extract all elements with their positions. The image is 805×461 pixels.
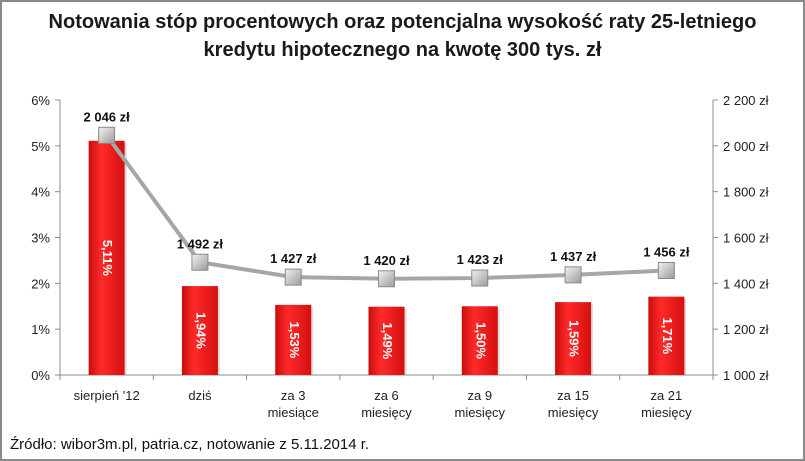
line-value-label: 1 492 zł — [177, 236, 224, 251]
bar — [555, 302, 592, 375]
line-marker — [564, 266, 582, 284]
bar — [88, 140, 125, 375]
line-value-label: 1 427 zł — [270, 251, 317, 266]
bar-value-label: 1,71% — [660, 317, 675, 354]
x-category-label: sierpień '12 — [74, 388, 140, 403]
line-marker — [471, 269, 489, 287]
x-category-label: za 9 miesięcy — [454, 388, 505, 420]
chart-title: Notowania stóp procentowych oraz potencj… — [0, 8, 805, 64]
x-category-label: za 21 miesięcy — [641, 388, 692, 420]
y-right-tick-label: 1 800 zł — [723, 185, 769, 200]
y-right-tick-label: 1 400 zł — [723, 276, 769, 291]
line-value-label: 1 437 zł — [550, 249, 597, 264]
bar-value-label: 5,11% — [100, 240, 115, 277]
title-line-1: Notowania stóp procentowych oraz potencj… — [48, 11, 757, 33]
y-left-tick-label: 6% — [31, 93, 50, 108]
y-right-tick-label: 1 200 zł — [723, 322, 769, 337]
line-marker — [378, 270, 395, 288]
line-marker — [284, 268, 302, 286]
x-category-label: dziś — [188, 388, 212, 403]
bar-value-label: 1,59% — [567, 320, 582, 357]
x-category-label: za 15 miesięcy — [548, 388, 599, 420]
y-left-tick-label: 4% — [31, 185, 50, 200]
x-category-label: za 6 miesięcy — [361, 388, 412, 420]
bar-value-label: 1,94% — [193, 312, 208, 349]
bars — [88, 140, 687, 375]
line-value-label: 2 046 zł — [84, 109, 131, 124]
line-series — [98, 126, 675, 288]
bar — [181, 286, 218, 375]
bar — [648, 296, 685, 375]
title-line-2: kredytu hipotecznego na kwotę 300 tys. z… — [203, 39, 602, 61]
y-left-tick-label: 2% — [31, 276, 50, 291]
bar-value-label: 1,50% — [473, 322, 488, 359]
y-right-tick-label: 1 600 zł — [723, 231, 769, 246]
bar — [461, 306, 498, 375]
bar — [368, 306, 405, 375]
source-note: Źródło: wibor3m.pl, patria.cz, notowanie… — [10, 436, 370, 453]
line-value-label: 1 456 zł — [643, 245, 690, 260]
bar-value-label: 1,53% — [287, 322, 302, 359]
x-category-label: za 3 miesiące — [268, 388, 319, 420]
y-left-tick-label: 3% — [31, 231, 50, 246]
y-left-tick-label: 0% — [31, 368, 50, 383]
bar-value-label: 1,49% — [380, 322, 395, 359]
y-right-tick-label: 2 200 zł — [723, 93, 769, 108]
line-marker — [657, 262, 675, 279]
line-marker — [98, 126, 116, 144]
line-value-label: 1 423 zł — [457, 252, 504, 267]
bar — [275, 304, 312, 375]
y-right-tick-label: 2 000 zł — [723, 139, 769, 154]
y-left-tick-label: 1% — [31, 322, 50, 337]
y-left-tick-label: 5% — [31, 139, 50, 154]
line-marker — [191, 253, 209, 271]
y-right-tick-label: 1 000 zł — [723, 368, 769, 383]
line-value-label: 1 420 zł — [363, 253, 410, 268]
data-labels: 5,11% 1,94% 1,53% 1,49% 1,50% 1,59% 1,71% 2 046… — [84, 109, 690, 359]
